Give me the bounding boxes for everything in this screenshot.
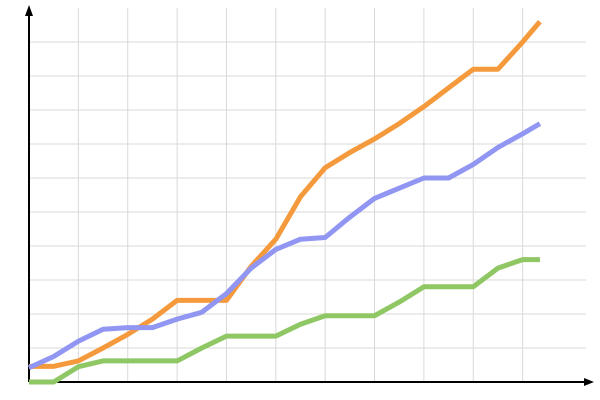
series-line-purple-series xyxy=(27,121,542,370)
data-series-group xyxy=(27,19,542,385)
horizontal-gridlines xyxy=(29,41,586,349)
x-axis-arrow-icon xyxy=(584,378,594,386)
series-line-green-series xyxy=(29,257,540,385)
y-axis-arrow-icon xyxy=(25,5,33,16)
series-line-orange-series xyxy=(29,19,542,369)
axes xyxy=(25,5,594,386)
